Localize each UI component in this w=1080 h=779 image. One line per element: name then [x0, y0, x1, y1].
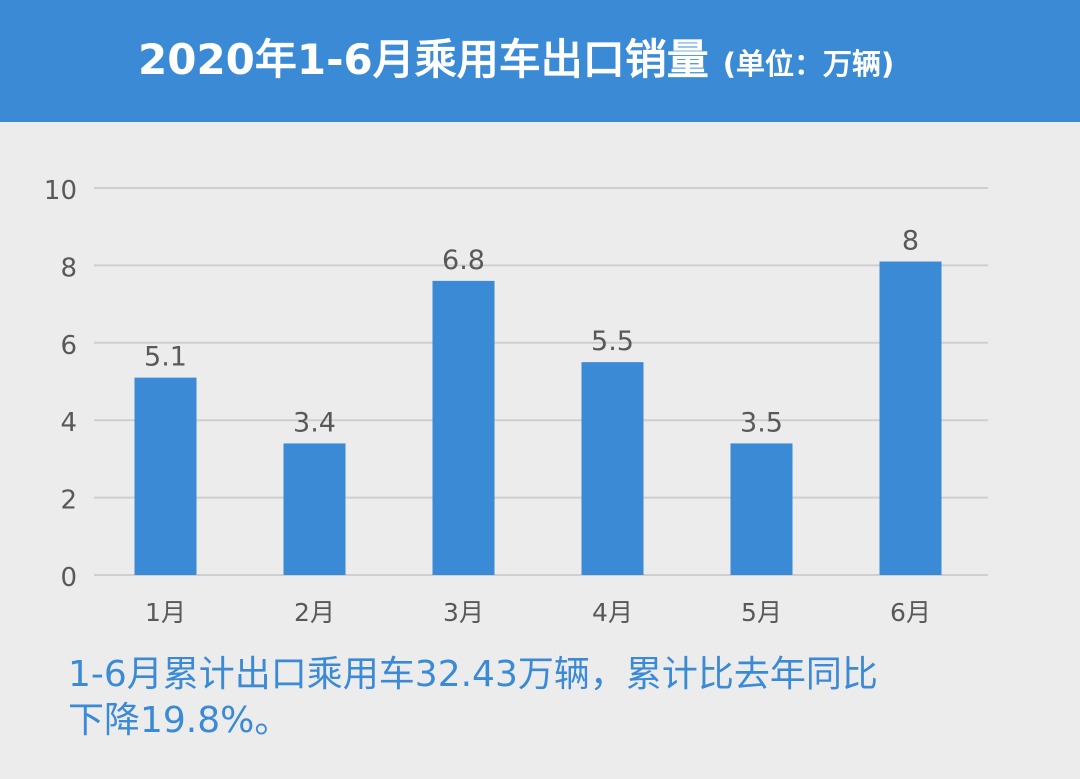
data-label: 8 [902, 226, 919, 257]
data-label: 5.1 [144, 342, 187, 373]
summary-line-2: 下降19.8%。 [68, 700, 291, 741]
data-label: 3.4 [293, 407, 336, 438]
x-axis: 1月 2月 3月 4月 5月 6月 [145, 598, 931, 627]
x-tick-label: 4月 [592, 598, 633, 627]
y-tick-label: 8 [60, 253, 77, 283]
unit-label: (单位：万辆) [722, 47, 895, 81]
bar [432, 280, 495, 575]
bars [134, 261, 942, 575]
bar [283, 443, 346, 575]
data-labels: 5.1 3.4 6.8 5.5 3.5 8 [144, 226, 919, 439]
data-label: 5.5 [591, 326, 634, 357]
y-tick-label: 6 [60, 331, 77, 361]
bar-chart: 0 2 4 6 8 10 5.1 3.4 6.8 5.5 3.5 8 1月 2月 3月 4月 5月 6月 [44, 176, 988, 627]
bar [879, 261, 942, 575]
title-banner: 2020年1-6月乘用车出口销量 (单位：万辆) [0, 0, 1080, 122]
y-tick-label: 4 [60, 408, 77, 438]
x-tick-label: 5月 [741, 598, 782, 627]
x-tick-label: 3月 [443, 598, 484, 627]
data-label: 6.8 [442, 245, 485, 276]
grid-lines [94, 187, 988, 576]
summary-line-1: 1-6月累计出口乘用车32.43万辆，累计比去年同比 [68, 654, 878, 695]
bar [730, 443, 793, 575]
y-tick-label: 10 [44, 176, 77, 206]
bar [581, 362, 644, 575]
x-tick-label: 1月 [145, 598, 186, 627]
data-label: 3.5 [740, 407, 783, 438]
chart-title: 2020年1-6月乘用车出口销量 [138, 35, 709, 84]
title-wrap: 2020年1-6月乘用车出口销量 (单位：万辆) [138, 26, 894, 96]
summary-text: 1-6月累计出口乘用车32.43万辆，累计比去年同比 下降19.8%。 [68, 652, 1028, 744]
bar [134, 377, 197, 575]
y-axis: 0 2 4 6 8 10 [44, 176, 77, 593]
y-tick-label: 0 [60, 563, 77, 593]
x-tick-label: 6月 [890, 598, 931, 627]
x-tick-label: 2月 [294, 598, 335, 627]
y-tick-label: 2 [60, 486, 77, 516]
